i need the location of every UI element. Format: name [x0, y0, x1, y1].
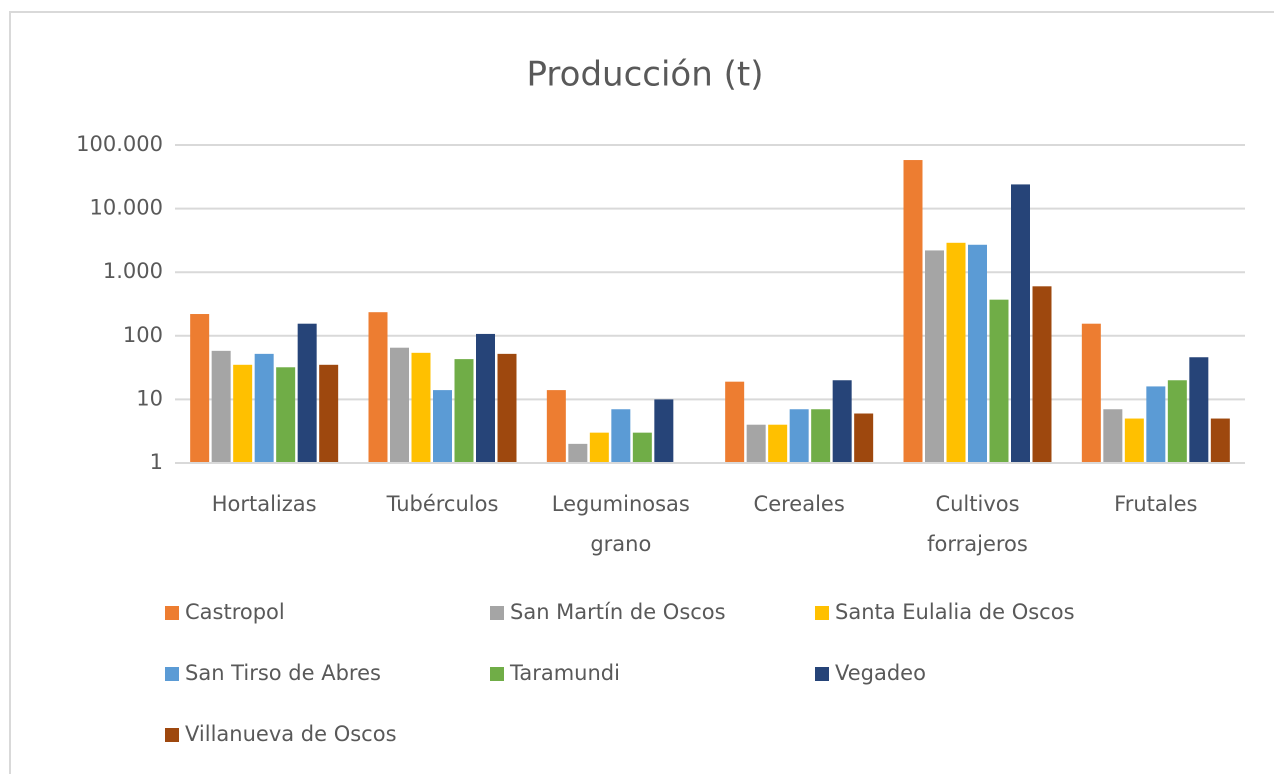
bar: [832, 380, 852, 463]
x-tick-label: Hortalizas: [212, 492, 317, 516]
bar: [903, 160, 923, 464]
bar: [190, 314, 210, 463]
bar: [476, 333, 495, 463]
bar: [1032, 286, 1052, 463]
bar: [968, 244, 987, 463]
legend-label: San Martín de Oscos: [510, 600, 726, 624]
bar: [725, 381, 745, 463]
bar: [611, 409, 631, 463]
legend-swatch: [490, 606, 504, 620]
bar: [654, 399, 674, 463]
legend-label: Santa Eulalia de Oscos: [835, 600, 1075, 624]
bar: [568, 443, 588, 463]
bar: [768, 424, 788, 463]
legend-swatch: [165, 606, 179, 620]
bar: [789, 409, 809, 463]
bar: [1103, 409, 1123, 463]
bar: [1189, 357, 1209, 463]
bar: [946, 242, 966, 463]
y-tick-label: 10.000: [90, 196, 163, 220]
bar: [1210, 418, 1230, 463]
bar: [746, 424, 766, 463]
bar: [276, 367, 296, 463]
bar: [390, 347, 409, 463]
bar: [233, 364, 253, 463]
legend-swatch: [490, 667, 504, 681]
y-tick-label: 10: [136, 386, 163, 410]
bar: [297, 323, 317, 463]
x-tick-label: Leguminosas grano: [552, 492, 690, 556]
bar: [368, 312, 388, 463]
bar: [1146, 386, 1166, 463]
y-tick-label: 100: [123, 323, 163, 347]
y-tick-label: 100.000: [76, 132, 163, 156]
bar: [211, 350, 231, 463]
bar: [811, 409, 831, 463]
bar: [854, 413, 874, 463]
bar: [433, 390, 452, 463]
bar: [1081, 323, 1101, 463]
bar: [254, 353, 274, 463]
legend-label: Castropol: [185, 600, 285, 624]
y-tick-label: 1.000: [103, 259, 163, 283]
bar: [546, 390, 566, 463]
legend-swatch: [165, 728, 179, 742]
x-tick-label: Cultivos forrajeros: [927, 492, 1028, 556]
bar: [989, 299, 1009, 463]
legend-label: San Tirso de Abres: [185, 661, 381, 685]
bar: [925, 250, 944, 463]
legend-swatch: [165, 667, 179, 681]
legend-swatch: [815, 667, 829, 681]
bar: [454, 359, 474, 463]
legend-label: Vegadeo: [835, 661, 926, 685]
x-tick-label: Cereales: [754, 492, 845, 516]
x-tick-label: Tubérculos: [386, 492, 499, 516]
legend-label: Taramundi: [509, 661, 620, 685]
bar: [589, 432, 609, 463]
bar: [1011, 184, 1030, 463]
bar: [411, 352, 431, 463]
y-tick-label: 1: [150, 450, 163, 474]
chart-title: Producción (t): [527, 55, 764, 95]
x-tick-label: Frutales: [1114, 492, 1197, 516]
bar: [1167, 380, 1187, 463]
bar: [632, 432, 652, 463]
legend-swatch: [815, 606, 829, 620]
bar: [497, 353, 517, 463]
legend-label: Villanueva de Oscos: [185, 722, 397, 746]
bar: [1124, 418, 1144, 463]
bar: [319, 364, 339, 463]
